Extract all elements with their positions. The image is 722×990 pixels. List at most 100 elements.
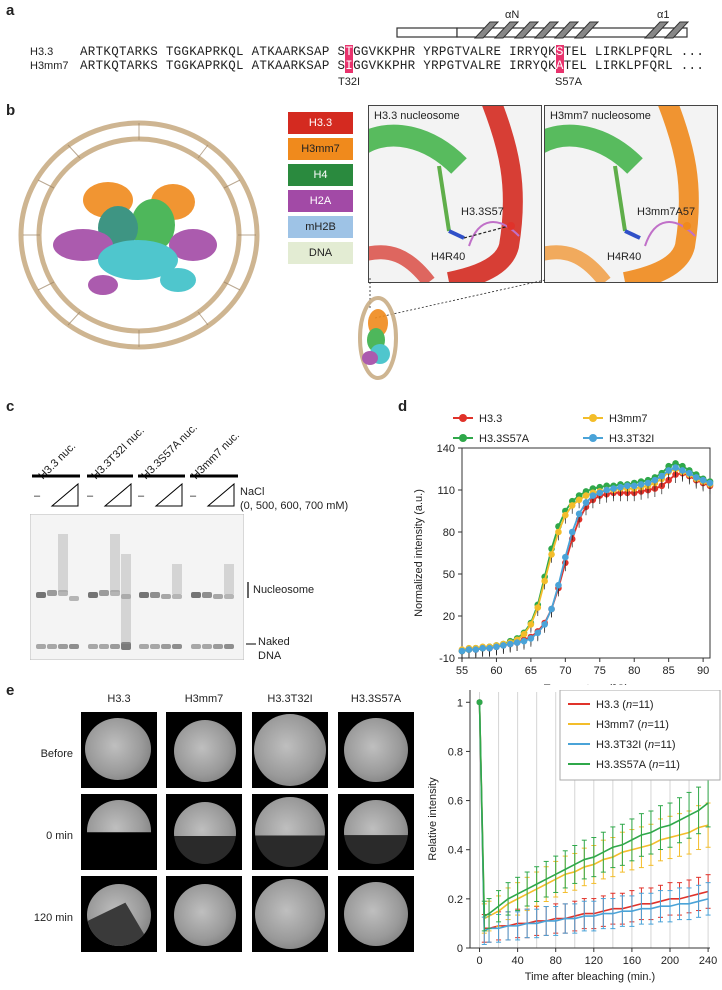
- chart-d-point: [699, 476, 707, 484]
- chart-d-point: [534, 629, 542, 637]
- gel-nacl-label: NaCl: [240, 486, 265, 498]
- chart-d-xtick-label: 60: [490, 665, 502, 677]
- chart-d-point: [665, 476, 672, 484]
- chart-d-legend-marker: [589, 414, 597, 422]
- chart-d-point: [548, 605, 555, 613]
- chart-d-ytick-label: 20: [443, 611, 455, 623]
- seq2-mut32: I: [345, 59, 354, 73]
- seq2-mut57: A: [555, 59, 564, 73]
- chart-d-point: [658, 472, 666, 480]
- gel-naked-label: Naked: [258, 636, 290, 648]
- chart-d-point: [630, 482, 638, 490]
- row-label-120min: 120 min: [33, 912, 73, 924]
- chart-e-xtick-label: 0: [476, 955, 482, 967]
- seq1-mut57: S: [555, 45, 564, 59]
- chart-d-point: [458, 647, 466, 655]
- chart-d-axes: 55 60 65 70 75 80 85 90 -10 20 50 80 110 140 Temperatu…: [413, 443, 711, 685]
- chart-d-point: [534, 604, 542, 611]
- chart-d-ytick-label: -10: [439, 653, 455, 665]
- chart-e-legend-label: H3.3T32I (n=11): [596, 739, 676, 751]
- chart-d-xtick-label: 75: [594, 665, 606, 677]
- chart-d-point: [513, 639, 521, 646]
- mutation-s57a-label: S57A: [555, 76, 582, 88]
- chart-d-xtick-label: 65: [525, 665, 537, 677]
- chart-d-point: [596, 489, 604, 497]
- zoom-h3mm7-res-a57: H3mm7A57: [637, 206, 696, 218]
- seq2-name: H3mm7: [30, 60, 69, 72]
- chart-e-series-line: [478, 702, 709, 933]
- chart-d-xtick-label: 85: [663, 665, 675, 677]
- seq2-part2: GGVKKPHR YRPGTVALRE IRRYQK: [353, 59, 556, 73]
- gel-dna-label: DNA: [258, 650, 282, 662]
- chart-e-legend-label: H3mm7 (n=11): [596, 719, 669, 731]
- chart-e-ytick-label: 0.4: [448, 845, 463, 857]
- chart-d-point: [651, 476, 659, 484]
- chart-e-xtick-label: 40: [511, 955, 523, 967]
- chart-d-point: [479, 644, 486, 652]
- chart-d-legend-marker: [459, 434, 467, 442]
- chart-d-legend-label: H3.3S57A: [479, 433, 530, 445]
- chart-e-legend-label: H3.3 (n=11): [596, 699, 654, 711]
- chart-d-point: [672, 464, 679, 471]
- chart-d-point: [472, 646, 480, 653]
- chart-e-series: [476, 699, 711, 945]
- gel-lane-brackets: [32, 474, 238, 507]
- chart-d-ylabel: Normalized intensity (a.u.): [413, 489, 425, 617]
- seq1-part2: GGVKKPHR YRPGTVALRE IRRYQK: [353, 45, 556, 59]
- chart-d-point: [617, 483, 624, 491]
- chart-d-legend-label: H3mm7: [609, 413, 648, 425]
- chart-d-point: [665, 467, 672, 474]
- zoom-h3mm7-res-r40: H4R40: [607, 251, 642, 263]
- gel-minus-4: –: [190, 490, 197, 502]
- chart-d-point: [686, 469, 693, 477]
- chart-d-point: [541, 577, 548, 585]
- chart-d-legend-label: H3.3: [479, 413, 502, 425]
- gel-minus-2: –: [87, 490, 94, 502]
- zoom-h33-res-s57: H3.3S57: [461, 206, 504, 218]
- chart-d-point: [568, 528, 576, 536]
- micrograph-h33-120min: [81, 876, 157, 952]
- chart-d-legend-label: H3.3T32I: [609, 433, 654, 445]
- chart-d-point: [644, 479, 652, 487]
- chart-d-xlabel: Temperature (°C): [544, 683, 628, 685]
- legend-h33: H3.3: [288, 112, 353, 134]
- gel-image: [30, 514, 244, 660]
- seq1-name: H3.3: [30, 46, 54, 58]
- secondary-structure-diagram: αN α1: [396, 9, 690, 39]
- gel-band-markers: [246, 582, 256, 645]
- legend-dna: DNA: [288, 242, 353, 264]
- chart-e-legend: H3.3 (n=11) H3mm7 (n=11) H3.3T32I (n=11) H3…: [559, 690, 721, 781]
- chart-d-xtick-label: 80: [628, 665, 640, 677]
- chart-d-point: [637, 481, 645, 488]
- legend-h4: H4: [288, 164, 353, 186]
- legend-h3mm7: H3mm7: [288, 138, 353, 160]
- chart-d-point: [555, 581, 562, 589]
- micrograph-h33t32i-120min: [252, 876, 328, 952]
- chart-d-point: [493, 643, 500, 651]
- zoom-h33-title: H3.3 nucleosome: [374, 110, 460, 122]
- micrograph-h3mm7-before: [166, 712, 242, 788]
- zoom-h33-res-r40: H4R40: [431, 251, 466, 263]
- chart-d-point: [527, 635, 535, 642]
- chart-d-point: [575, 510, 583, 518]
- row-label-before: Before: [40, 748, 73, 760]
- chart-d-point: [589, 492, 597, 499]
- chart-d-point: [679, 467, 686, 474]
- chart-d-point: [506, 640, 514, 648]
- chart-d-point: [692, 474, 700, 481]
- chart-e-series-line: [478, 702, 709, 920]
- col-label-h33t32i: H3.3T32I: [267, 693, 313, 705]
- chart-d-point: [520, 637, 528, 645]
- chart-d-point: [706, 479, 714, 487]
- seq2-part1: ARTKQTARKS TGGKAPRKQL ATKAARKSAP S: [80, 59, 346, 73]
- micrograph-h33t32i-before: [252, 712, 328, 788]
- chart-d-ytick-label: 140: [437, 443, 455, 455]
- col-label-h33: H3.3: [107, 693, 131, 705]
- zoom-h3mm7-title: H3mm7 nucleosome: [550, 110, 651, 122]
- chart-e-ytick-label: 0.2: [448, 894, 463, 906]
- chart-e-xtick-label: 240: [699, 955, 717, 967]
- chart-e-ytick-label: 0.8: [448, 746, 463, 758]
- chart-d-point: [624, 482, 631, 490]
- chart-d-legend: H3.3 H3.3S57A H3mm7 H3.3T32I: [453, 413, 654, 445]
- panel-label-e: e: [6, 682, 15, 699]
